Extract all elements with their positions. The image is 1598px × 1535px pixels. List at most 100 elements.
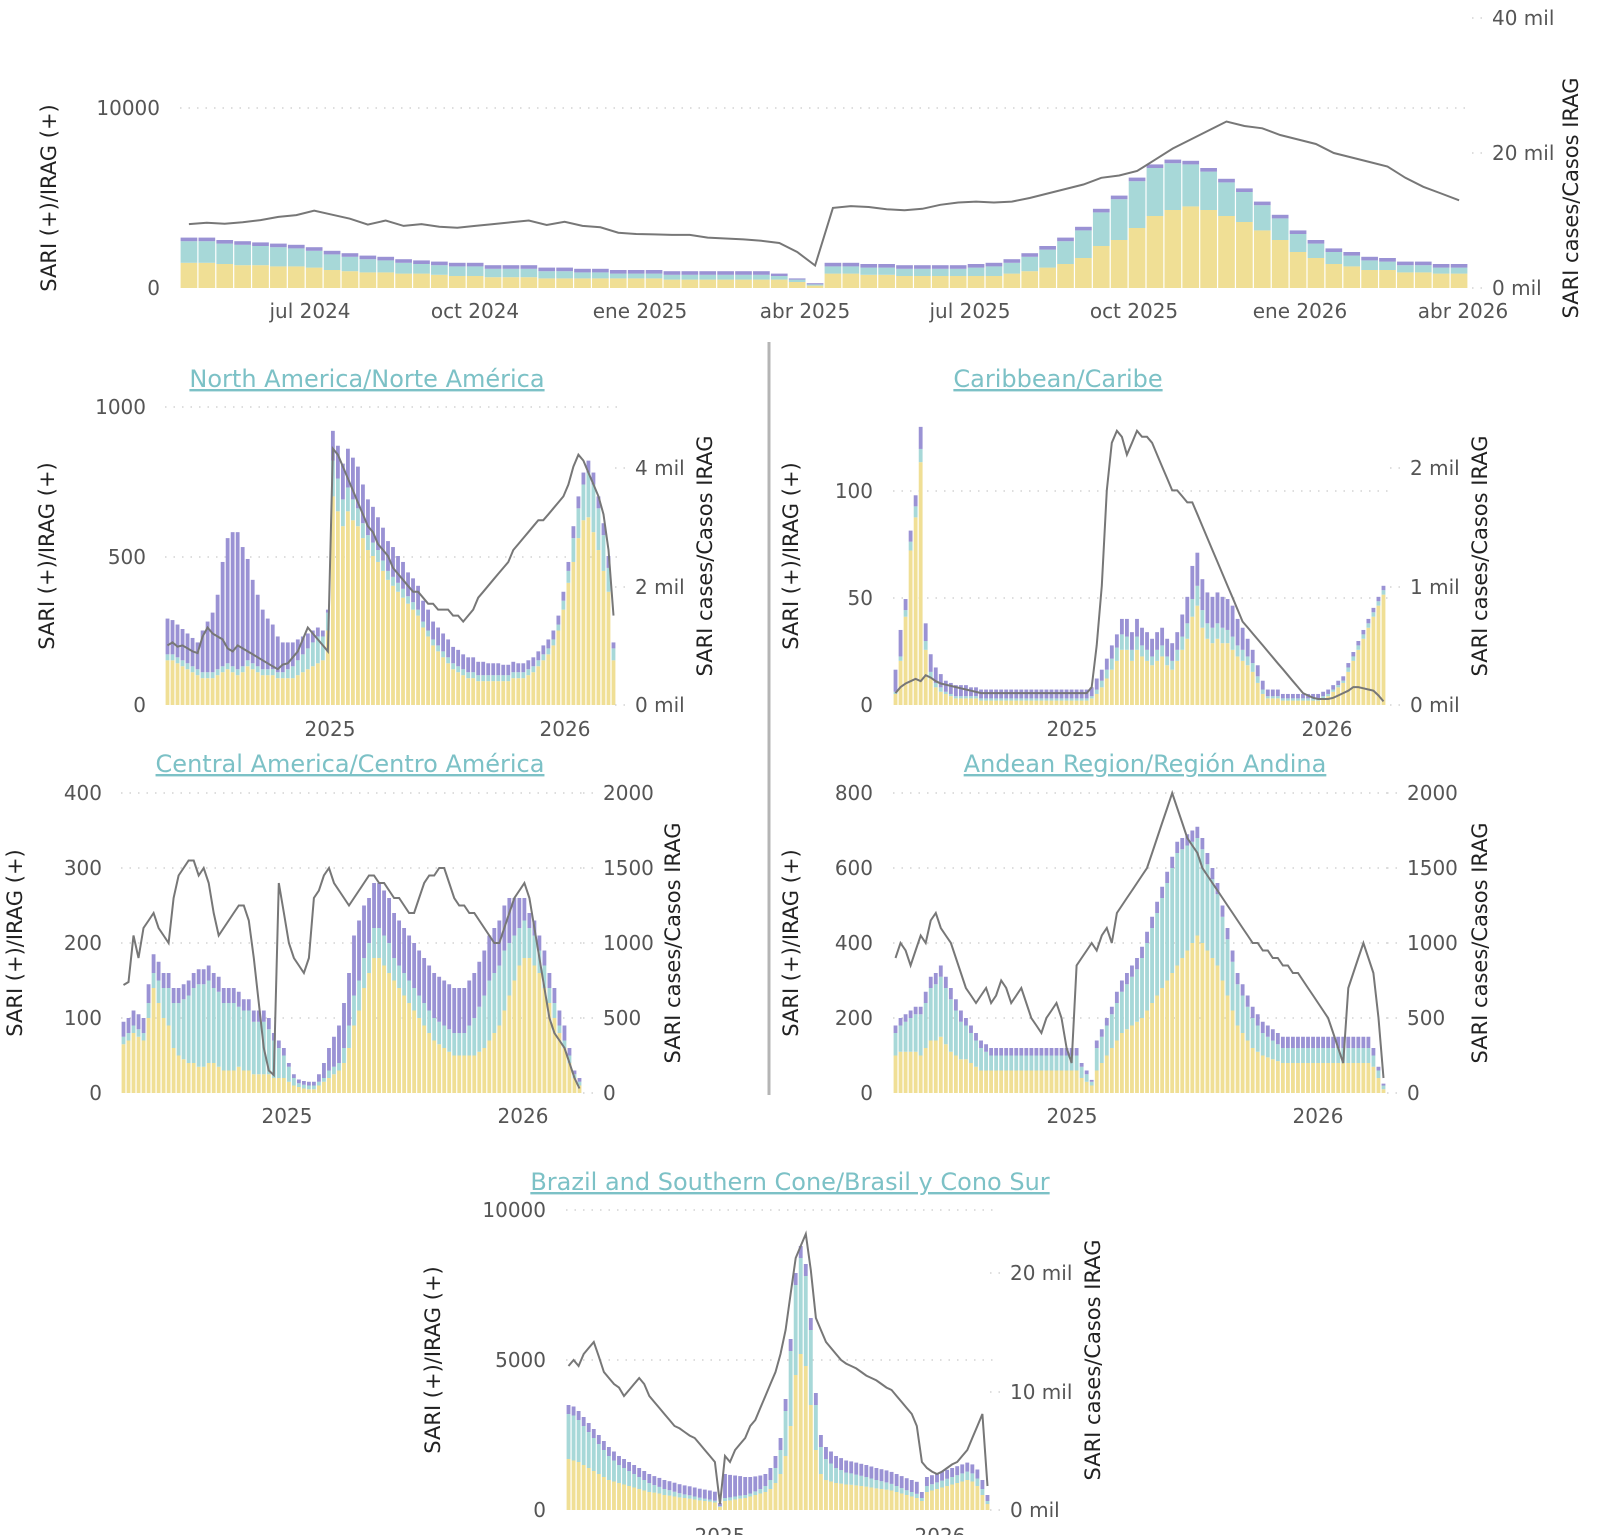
bar-segment-1	[974, 1066, 978, 1093]
bar-segment-3	[984, 1044, 988, 1052]
bar-segment-1	[285, 678, 290, 705]
bar-segment-2	[371, 542, 375, 556]
bar-segment-2	[310, 642, 315, 667]
bar-segment-2	[171, 1003, 176, 1048]
bar-segment-3	[527, 913, 532, 928]
bar-segment-3	[1255, 1014, 1260, 1026]
bar-segment-1	[574, 278, 591, 288]
bar-segment-1	[225, 669, 230, 705]
chart-title[interactable]: North America/Norte América	[189, 365, 544, 393]
bar-segment-2	[657, 1486, 662, 1494]
bar-segment-1	[351, 520, 355, 705]
bar-segment-1	[984, 700, 988, 705]
bar-segment-1	[1114, 1040, 1119, 1093]
bar-segment-2	[1215, 894, 1220, 966]
chart-title[interactable]: Andean Region/Región Andina	[964, 750, 1327, 778]
bar-segment-2	[918, 1014, 923, 1056]
bar-segment-2	[507, 943, 512, 996]
bar-segment-2	[898, 1025, 903, 1052]
bar-segment-2	[778, 1450, 783, 1474]
bar-segment-2	[231, 1003, 236, 1071]
bar-segment-1	[1326, 1063, 1331, 1093]
bar-segment-1	[763, 1492, 768, 1510]
bar-segment-2	[914, 1493, 919, 1498]
bar-segment-3	[933, 973, 938, 985]
bar-segment-2	[909, 1492, 914, 1497]
bar-segment-2	[999, 1055, 1004, 1071]
y2-axis-label: SARI cases/Casos IRAG	[693, 436, 717, 677]
bar-segment-3	[576, 1411, 581, 1420]
chart-title[interactable]: Caribbean/Caribe	[953, 365, 1162, 393]
bar-segment-3	[904, 1478, 909, 1491]
bar-segment-3	[581, 472, 586, 485]
bar-segment-2	[1356, 1048, 1361, 1063]
bar-segment-1	[317, 1085, 321, 1093]
bar-segment-3	[1271, 214, 1289, 219]
bar-segment-1	[964, 1059, 968, 1093]
bar-segment-1	[532, 965, 537, 1093]
bar-segment-1	[1114, 660, 1119, 705]
bar-segment-2	[904, 1490, 909, 1495]
y2-tick-label: 0	[603, 1081, 616, 1105]
bar-segment-2	[1034, 1055, 1039, 1071]
bar-segment-3	[948, 682, 953, 694]
bar-segment-2	[245, 660, 250, 667]
bar-segment-2	[1155, 649, 1160, 661]
bar-segment-2	[486, 675, 491, 682]
bar-segment-1	[718, 1507, 722, 1510]
bar-segment-1	[327, 1078, 331, 1093]
bar-segment-2	[985, 266, 1003, 276]
bar-segment-1	[431, 274, 448, 288]
bar-segment-1	[945, 1486, 950, 1510]
bar-segment-1	[930, 1490, 934, 1510]
bar-segment-1	[1379, 270, 1396, 288]
bar-segment-1	[949, 276, 967, 288]
bar-segment-1	[537, 973, 542, 1093]
bar-segment-2	[612, 1460, 616, 1482]
bar-segment-2	[672, 1491, 677, 1497]
bar-segment-2	[506, 675, 511, 682]
bar-segment-1	[806, 285, 824, 288]
bar-segment-1	[291, 1085, 296, 1093]
y-tick-label: 300	[64, 856, 102, 880]
x-tick-label: abr 2026	[1418, 299, 1508, 323]
bar-segment-2	[275, 672, 280, 679]
bar-segment-1	[1125, 649, 1129, 705]
bar-segment-1	[1307, 258, 1325, 288]
bar-segment-1	[421, 627, 425, 705]
bar-segment-1	[1119, 649, 1124, 705]
bar-segment-2	[521, 672, 526, 679]
bar-segment-1	[481, 681, 486, 705]
chart-title[interactable]: Central America/Centro América	[156, 750, 545, 778]
bar-segment-2	[1270, 1040, 1275, 1060]
chart-title[interactable]: Brazil and Southern Cone/Brasil y Cono S…	[530, 1168, 1049, 1196]
bar-segment-1	[376, 561, 380, 705]
bar-segment-3	[1220, 905, 1225, 917]
bar-segment-3	[692, 1487, 697, 1497]
bar-segment-1	[1255, 682, 1260, 705]
bar-segment-1	[176, 1055, 181, 1093]
bar-segment-3	[1200, 168, 1217, 172]
bar-segment-3	[935, 1473, 939, 1483]
bar-segment-1	[884, 1489, 889, 1510]
bar-segment-1	[938, 691, 943, 705]
bar-segment-1	[196, 1066, 201, 1093]
bar-segment-3	[1128, 177, 1146, 182]
bar-segment-1	[1019, 1070, 1024, 1093]
bar-segment-3	[903, 1014, 908, 1022]
bar-segment-1	[770, 279, 788, 288]
bar-segment-1	[935, 1489, 939, 1510]
bar-segment-2	[1361, 634, 1366, 639]
bar-segment-2	[1306, 698, 1310, 701]
bar-segment-1	[340, 526, 345, 705]
bar-segment-1	[985, 1504, 990, 1510]
bar-segment-1	[165, 660, 170, 705]
bar-segment-3	[191, 973, 196, 988]
bar-segment-2	[1175, 853, 1180, 966]
bar-segment-3	[1220, 596, 1225, 628]
bar-segment-2	[953, 696, 958, 699]
bar-segment-2	[181, 999, 186, 1060]
bar-segment-2	[788, 279, 806, 282]
bar-segment-1	[1346, 671, 1351, 705]
bar-segment-1	[234, 265, 251, 288]
